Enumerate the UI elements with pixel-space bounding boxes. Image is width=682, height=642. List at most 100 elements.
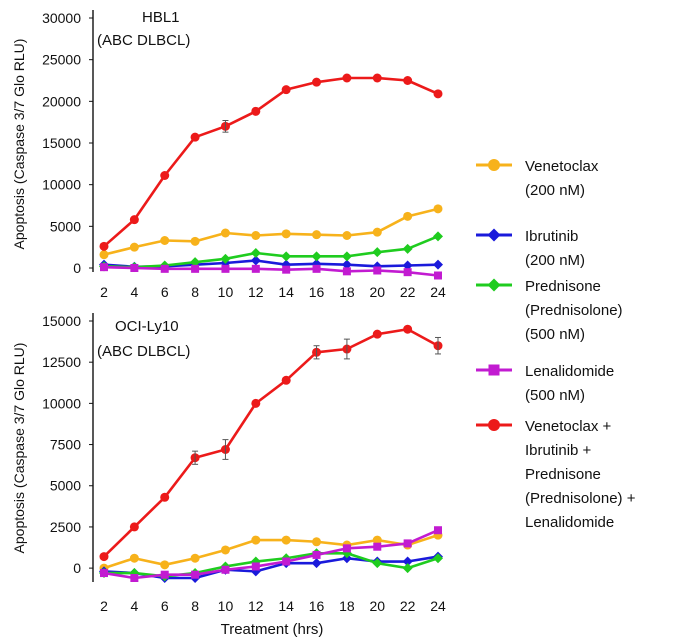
hbl1-x-tick-label: 18 [339, 284, 355, 300]
legend-entry: Lenalidomide (500 nM) [476, 363, 614, 404]
hbl1-y-tick-label: 30000 [42, 10, 81, 26]
legend-swatch-marker [488, 159, 500, 171]
oci-ly10-data-point [160, 560, 170, 570]
oci-ly10-x-tick-label: 8 [191, 598, 199, 614]
hbl1-data-point [403, 76, 413, 85]
hbl1-data-point [281, 229, 291, 239]
hbl1-y-tick-label: 0 [73, 260, 81, 276]
hbl1-y-tick-label: 25000 [42, 52, 81, 68]
oci-ly10-series-line [103, 533, 439, 570]
hbl1-data-point [250, 255, 261, 266]
oci-ly10-panel-subtitle: (ABC DLBCL) [97, 343, 190, 360]
hbl1-data-point [433, 259, 443, 270]
legend-swatch-marker [488, 419, 500, 431]
oci-ly10-y-tick-label: 2500 [50, 519, 81, 535]
oci-ly10-data-point [402, 556, 413, 567]
hbl1-data-point [160, 264, 169, 273]
legend-label: (200 nM) [525, 182, 585, 199]
legend-label: Venetoclax + [525, 418, 612, 435]
hbl1-data-point [129, 215, 139, 225]
hbl1-data-point [221, 264, 230, 273]
hbl1-data-point [190, 132, 200, 142]
hbl1-data-point [250, 248, 261, 258]
hbl1-data-point [220, 228, 230, 238]
oci-ly10-x-tick-label: 20 [369, 598, 385, 614]
oci-ly10-series-1 [99, 551, 443, 583]
oci-ly10-data-point [342, 544, 351, 553]
hbl1-data-point [402, 260, 413, 271]
legend-label: (Prednisolone) + [525, 490, 636, 507]
hbl1-data-point [251, 231, 261, 240]
hbl1-data-point [190, 257, 201, 268]
hbl1-panel-title: HBL1 [142, 9, 180, 26]
oci-ly10-y-tick-label: 15000 [42, 313, 81, 329]
hbl1-x-tick-label: 8 [191, 284, 199, 300]
hbl1-y-axis-title: Apoptosis (Caspase 3/7 Glo RLU) [11, 39, 27, 250]
hbl1-y-tick-label: 10000 [42, 177, 81, 193]
oci-ly10-data-point [129, 553, 139, 563]
hbl1-data-point [341, 259, 352, 270]
hbl1-data-point [372, 73, 382, 83]
oci-ly10-data-point [129, 522, 139, 532]
hbl1-x-tick-label: 12 [248, 284, 264, 300]
hbl1-data-point [312, 264, 321, 273]
oci-ly10-x-tick-label: 14 [278, 598, 294, 614]
hbl1-x-tick-label: 20 [369, 284, 385, 300]
hbl1-data-point [434, 271, 442, 280]
oci-ly10-series-3 [100, 526, 442, 582]
oci-ly10-data-point [190, 553, 200, 563]
legend-entry: Prednisone (Prednisolone) (500 nM) [476, 278, 623, 343]
oci-ly10-x-tick-label: 6 [161, 598, 169, 614]
hbl1-series-2 [99, 231, 443, 273]
hbl1-x-tick-label: 4 [130, 284, 138, 300]
legend-label: Lenalidomide [525, 514, 614, 531]
oci-ly10-panel-title: OCI-Ly10 [115, 318, 179, 335]
legend-label: Ibrutinib [525, 228, 578, 245]
legend-swatch-marker [488, 364, 500, 376]
hbl1-data-point [129, 242, 139, 252]
legend-label: Ibrutinib + [525, 442, 592, 459]
hbl1-data-point [342, 231, 352, 240]
hbl1-data-point [100, 263, 108, 272]
hbl1-panel: Apoptosis (Caspase 3/7 Glo RLU) HBL1 (AB… [11, 9, 446, 300]
oci-ly10-data-point [220, 545, 230, 555]
legend-entry: Ibrutinib (200 nM) [476, 228, 585, 269]
hbl1-data-point [282, 265, 291, 274]
oci-ly10-series-0 [99, 530, 443, 573]
hbl1-data-point [402, 243, 413, 254]
hbl1-data-point [251, 106, 261, 116]
oci-ly10-data-point [160, 570, 169, 579]
oci-ly10-data-point [372, 558, 383, 569]
hbl1-data-point [312, 77, 322, 87]
legend-label: Venetoclax [525, 158, 599, 175]
hbl1-series-line [103, 76, 439, 248]
legend-label: Lenalidomide [525, 363, 614, 380]
oci-ly10-y-axis-title: Apoptosis (Caspase 3/7 Glo RLU) [11, 343, 27, 554]
oci-ly10-data-point [373, 542, 382, 551]
hbl1-y-tick-label: 20000 [42, 93, 81, 109]
oci-ly10-data-point [282, 557, 291, 566]
hbl1-x-tick-label: 6 [161, 284, 169, 300]
oci-ly10-data-point [281, 375, 291, 385]
hbl1-x-tick-label: 22 [400, 284, 416, 300]
oci-ly10-y-tick-label: 5000 [50, 478, 81, 494]
hbl1-data-point [99, 250, 109, 260]
hbl1-data-point [160, 236, 170, 245]
oci-ly10-data-point [403, 539, 412, 548]
legend-swatch-marker [487, 228, 501, 242]
hbl1-data-point [342, 73, 352, 83]
hbl1-x-tick-label: 10 [218, 284, 234, 300]
hbl1-y-tick-label: 15000 [42, 135, 81, 151]
hbl1-data-point [373, 266, 382, 275]
legend-swatch-marker [487, 278, 501, 292]
oci-ly10-data-point [130, 574, 139, 582]
hbl1-data-point [342, 267, 351, 276]
oci-ly10-data-point [251, 535, 261, 545]
hbl1-data-point [433, 89, 443, 99]
oci-ly10-y-tick-label: 0 [73, 560, 81, 576]
oci-ly10-series-4 [99, 324, 443, 562]
hbl1-data-point [160, 171, 170, 180]
hbl1-y-tick-label: 5000 [50, 218, 81, 234]
oci-ly10-x-tick-label: 22 [400, 598, 416, 614]
hbl1-data-point [403, 211, 413, 221]
